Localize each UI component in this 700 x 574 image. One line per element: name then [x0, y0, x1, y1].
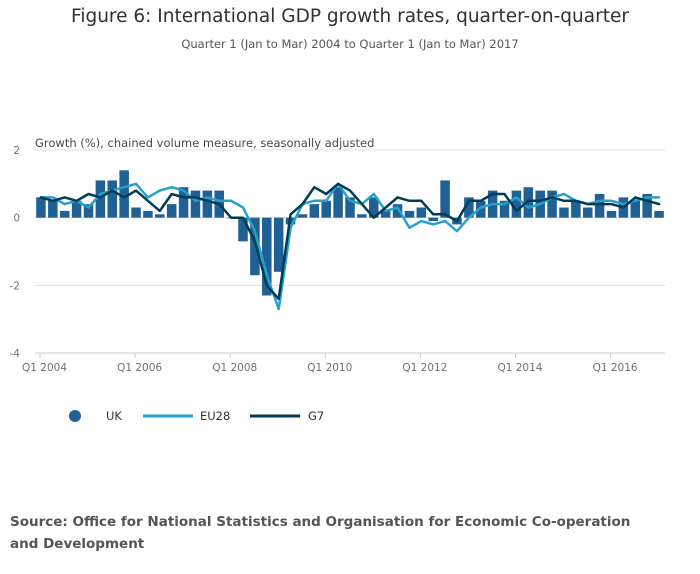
x-tick-label: Q1 2008	[212, 362, 257, 374]
bar-uk-7	[119, 170, 129, 218]
bar-uk-8	[131, 207, 141, 218]
bar-uk-52	[654, 210, 664, 218]
x-tick-label: Q1 2012	[402, 362, 447, 374]
bar-uk-17	[238, 217, 248, 242]
x-tick-label: Q1 2010	[307, 362, 352, 374]
series-lines	[39, 182, 661, 311]
legend-label-uk: UK	[106, 409, 122, 423]
x-tick-label: Q1 2006	[117, 362, 162, 374]
bar-uk-25	[333, 187, 343, 218]
bar-uk-29	[380, 210, 391, 218]
bar-uk-43	[547, 190, 557, 218]
bar-uk-2	[59, 210, 70, 218]
bar-uk-33	[428, 217, 438, 222]
gridlines	[35, 149, 665, 354]
bar-uk-31	[404, 210, 415, 218]
bar-uk-44	[559, 207, 569, 218]
line-eu28	[39, 182, 661, 311]
bar-uk-30	[392, 204, 403, 218]
bar-uk-18	[250, 217, 260, 276]
bar-uk-32	[416, 207, 427, 218]
x-tick-label: Q1 2016	[593, 362, 638, 374]
bar-uk-34	[440, 180, 450, 218]
bar-uk-10	[155, 214, 165, 218]
bar-uk-11	[166, 204, 177, 218]
y-axis-ticks: 2 0 -2 -4	[10, 145, 21, 360]
bar-uk-5	[95, 180, 106, 218]
bar-uk-12	[178, 187, 189, 218]
legend[interactable]: UK EU28 G7	[69, 409, 324, 423]
chart-subtitle: Quarter 1 (Jan to Mar) 2004 to Quarter 1…	[181, 37, 519, 51]
bar-uk-22	[297, 214, 308, 218]
bar-uk-47	[594, 193, 605, 218]
y-tick-label: -2	[10, 280, 20, 292]
chart-title: Figure 6: International GDP growth rates…	[71, 6, 629, 27]
bar-uk-27	[357, 214, 367, 218]
bar-uk-41	[523, 187, 534, 218]
bar-uk-36	[464, 197, 474, 218]
legend-item-g7[interactable]: G7	[250, 409, 324, 423]
legend-item-eu28[interactable]: EU28	[143, 409, 230, 423]
bar-uk-46	[582, 207, 593, 218]
uk-bars	[36, 170, 664, 296]
bar-uk-39	[499, 200, 510, 218]
bar-uk-0	[36, 197, 46, 218]
bar-uk-48	[606, 210, 617, 218]
bar-uk-6	[107, 180, 118, 218]
bar-uk-26	[345, 197, 355, 218]
legend-marker-uk	[69, 410, 81, 422]
x-axis: Q1 2004 Q1 2006 Q1 2008 Q1 2010 Q1 2012 Q1 20…	[22, 352, 665, 374]
bar-uk-1	[48, 200, 58, 218]
x-tick-label: Q1 2014	[497, 362, 542, 374]
bar-uk-51	[642, 193, 652, 218]
bar-uk-14	[202, 190, 213, 218]
bar-uk-3	[71, 200, 82, 218]
bar-uk-40	[511, 190, 522, 218]
legend-label-eu28: EU28	[200, 409, 230, 423]
y-tick-label: -4	[10, 348, 21, 360]
bar-uk-20	[273, 217, 284, 272]
bar-uk-19	[262, 217, 272, 296]
bar-uk-4	[83, 204, 94, 218]
y-axis-label: Growth (%), chained volume measure, seas…	[35, 136, 375, 150]
bar-uk-13	[190, 190, 201, 218]
y-tick-label: 0	[13, 213, 20, 225]
bar-uk-50	[630, 200, 641, 218]
bar-uk-24	[321, 200, 331, 218]
bar-uk-23	[309, 204, 320, 218]
legend-label-g7: G7	[308, 409, 324, 423]
bar-uk-28	[369, 197, 379, 218]
source-note: Source: Office for National Statistics a…	[10, 514, 631, 552]
legend-item-uk[interactable]: UK	[69, 409, 122, 423]
y-tick-label: 2	[13, 145, 20, 157]
bar-uk-9	[143, 210, 153, 218]
bar-uk-37	[476, 200, 486, 218]
bar-uk-45	[571, 200, 581, 218]
x-tick-label: Q1 2004	[22, 362, 67, 374]
line-g7	[39, 182, 661, 301]
